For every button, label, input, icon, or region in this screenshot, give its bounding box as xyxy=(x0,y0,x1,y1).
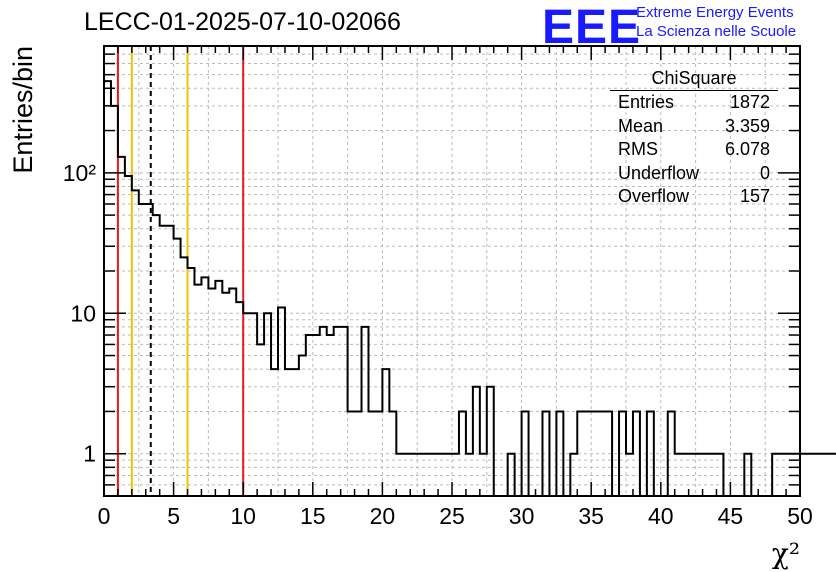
y-axis-ticks: 1 10 10² xyxy=(63,53,800,486)
logo-line-2: La Scienza nelle Scuole xyxy=(636,23,797,40)
stats-label: Underflow xyxy=(618,162,700,183)
logo-text: EEE xyxy=(542,1,642,54)
chart-title: LECC-01-2025-07-10-02066 xyxy=(84,8,401,36)
stats-value: 157 xyxy=(739,186,770,206)
logo-line-1: Extreme Energy Events xyxy=(636,4,794,21)
stats-label: Mean xyxy=(618,115,664,136)
x-tick-label: 45 xyxy=(718,503,744,529)
stats-label: Entries xyxy=(618,92,675,112)
stats-box: ChiSquare Entries 1872 Mean 3.359 RMS 6.… xyxy=(610,66,778,209)
x-tick-label: 25 xyxy=(439,503,465,529)
x-tick-label: 35 xyxy=(578,503,604,529)
x-tick-label: 5 xyxy=(167,503,180,529)
stats-label: RMS xyxy=(618,139,658,159)
stats-value: 1872 xyxy=(729,92,770,112)
stats-row: Entries 1872 xyxy=(610,91,778,115)
x-tick-label: 15 xyxy=(300,503,326,529)
y-tick-label: 10² xyxy=(63,160,97,186)
x-tick-label: 40 xyxy=(648,503,674,529)
y-tick-label: 10 xyxy=(70,300,96,326)
eee-logo: EEE xyxy=(542,0,641,55)
x-tick-label: 0 xyxy=(98,503,111,529)
stats-row: RMS 6.078 xyxy=(610,138,778,162)
stats-title: ChiSquare xyxy=(610,66,778,91)
stats-row: Overflow 157 xyxy=(610,185,778,209)
x-axis-ticks: 0 5 10 15 20 25 30 35 40 45 50 xyxy=(98,46,813,529)
stats-value: 6.078 xyxy=(724,139,770,159)
x-tick-label: 20 xyxy=(370,503,396,529)
x-tick-label: 30 xyxy=(509,503,535,529)
x-axis-label: χ² xyxy=(772,537,800,570)
reference-lines xyxy=(116,46,245,496)
x-tick-label: 50 xyxy=(787,503,813,529)
stats-value: 0 xyxy=(759,162,770,183)
x-tick-label: 10 xyxy=(230,503,256,529)
grid-lines xyxy=(104,46,800,496)
y-axis-label: Entries/bin xyxy=(8,46,38,174)
stats-value: 3.359 xyxy=(724,115,770,136)
y-tick-label: 1 xyxy=(83,441,96,467)
stats-label: Overflow xyxy=(618,186,690,206)
stats-row: Mean 3.359 xyxy=(610,115,778,139)
stats-row: Underflow 0 xyxy=(610,162,778,186)
